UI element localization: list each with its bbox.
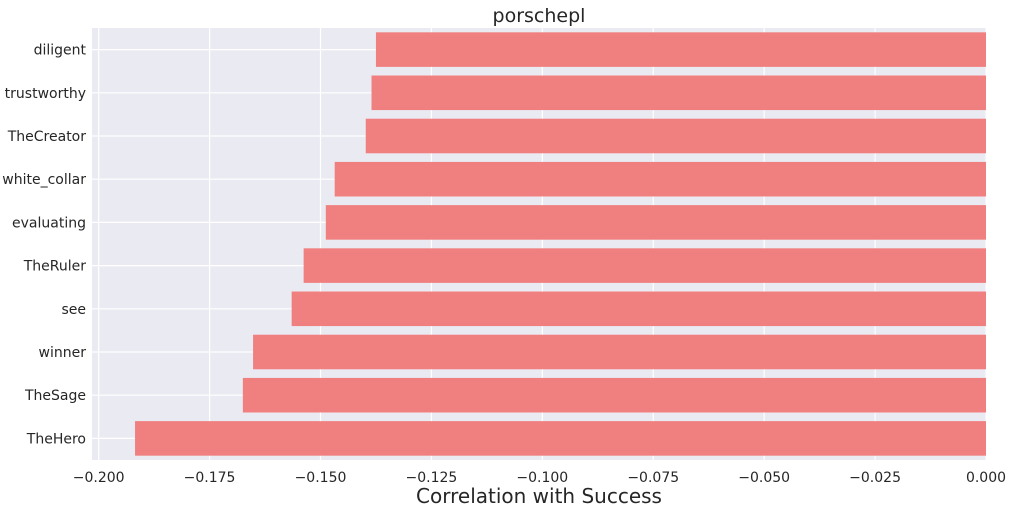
y-tick-labels: diligent trustworthy TheCreator white_colla… [2, 43, 86, 448]
y-tick-label: TheRuler [23, 259, 87, 275]
y-tick-label: diligent [34, 43, 87, 59]
y-tick-label: TheHero [26, 431, 86, 447]
y-tick-label: see [61, 302, 86, 318]
x-tick-label: −0.175 [184, 470, 236, 486]
bar-TheCreator [365, 118, 986, 154]
x-tick-label: −0.050 [738, 470, 790, 486]
x-tick-label: −0.200 [73, 470, 125, 486]
x-tick-label: 0.000 [966, 470, 1006, 486]
y-tick-label: trustworthy [5, 86, 86, 102]
bar-see [291, 291, 987, 327]
y-tick-label: TheCreator [7, 129, 87, 145]
x-tick-label: −0.150 [295, 470, 347, 486]
x-tick-label: −0.075 [627, 470, 679, 486]
y-tick-label: white_collar [2, 172, 86, 188]
bar-TheSage [242, 377, 986, 413]
chart-title: porschepl [493, 5, 586, 27]
x-tick-label: −0.100 [516, 470, 568, 486]
bar-trustworthy [371, 75, 986, 111]
bar-TheRuler [303, 248, 986, 283]
bars [135, 32, 987, 456]
bar-diligent [375, 32, 986, 67]
y-tick-label: TheSage [24, 388, 86, 404]
x-tick-label: −0.125 [406, 470, 458, 486]
x-tick-labels: −0.200 −0.175 −0.150 −0.125 −0.100 −0.075 −0.0… [73, 470, 1006, 486]
bar-evaluating [325, 205, 986, 240]
bar-TheHero [135, 421, 986, 456]
x-axis-label: Correlation with Success [416, 484, 662, 508]
x-tick-label: −0.025 [849, 470, 901, 486]
y-tick-label: winner [39, 345, 87, 361]
y-tick-label: evaluating [12, 215, 86, 231]
bar-white_collar [334, 161, 986, 197]
bar-winner [253, 334, 986, 370]
